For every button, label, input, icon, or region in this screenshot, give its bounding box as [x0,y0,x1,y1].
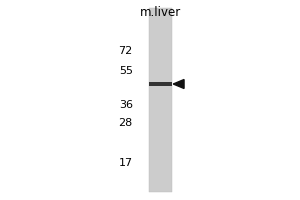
Text: 55: 55 [119,66,133,76]
Text: m.liver: m.liver [140,6,181,19]
Text: 28: 28 [118,118,133,128]
Text: 36: 36 [119,100,133,110]
Text: 72: 72 [118,46,133,56]
Polygon shape [173,80,184,88]
Bar [149,8,172,192]
Bar [149,82,172,86]
Text: 17: 17 [118,158,133,168]
